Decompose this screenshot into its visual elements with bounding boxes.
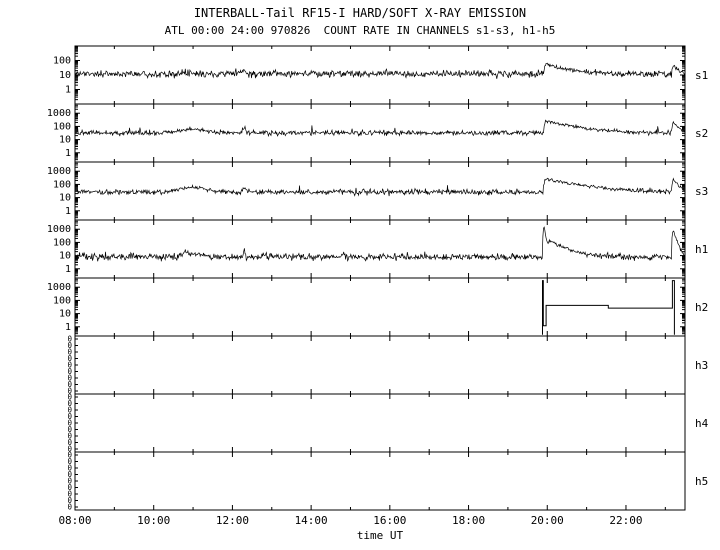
y-tick-label: 100 — [53, 121, 71, 132]
y-tick-label: 100 — [53, 179, 71, 190]
y-zero-label: 0 — [67, 490, 72, 499]
panel-label-h5: h5 — [695, 475, 708, 488]
x-tick-label: 14:00 — [295, 514, 328, 527]
y-zero-label: 0 — [67, 335, 72, 344]
y-tick-label: 10 — [59, 193, 71, 204]
panel-label-s1: s1 — [695, 69, 708, 82]
y-tick-label: 1 — [65, 85, 71, 96]
y-tick-label: 10 — [59, 135, 71, 146]
y-zero-label: 0 — [67, 425, 72, 434]
panel-s2: 1 10 100 1000 s2 — [47, 103, 708, 163]
y-zero-label: 0 — [67, 361, 72, 370]
y-zero-label: 0 — [67, 341, 72, 350]
y-zero-label: 0 — [67, 399, 72, 408]
y-zero-label: 0 — [67, 457, 72, 466]
y-zero-label: 0 — [67, 451, 72, 460]
panel-h2: 1 10 100 1000 h2 — [47, 277, 708, 337]
y-tick-label: 1 — [65, 148, 71, 159]
panel-h1: 1 10 100 1000 h1 — [47, 219, 708, 279]
y-zero-label: 0 — [67, 432, 72, 441]
series-s2 — [74, 119, 686, 138]
panel-frame — [74, 393, 686, 453]
y-zero-label: 0 — [67, 464, 72, 473]
panel-frame — [74, 219, 686, 279]
panel-s1: 1 10 100 s1 — [53, 45, 708, 105]
y-tick-label: 10 — [59, 251, 71, 262]
series-h2 — [542, 280, 675, 335]
y-zero-label: 0 — [67, 470, 72, 479]
y-zero-label: 0 — [67, 412, 72, 421]
y-tick-label: 100 — [53, 237, 71, 248]
chart-subtitle: ATL 00:00 24:00 970826 COUNT RATE IN CHA… — [164, 24, 556, 37]
panel-frame — [74, 103, 686, 163]
x-tick-label: 18:00 — [452, 514, 485, 527]
y-tick-label: 1 — [65, 206, 71, 217]
x-tick-label: 16:00 — [373, 514, 406, 527]
y-zero-label: 0 — [67, 380, 72, 389]
y-tick-label: 1000 — [47, 166, 71, 177]
x-tick-label: 20:00 — [531, 514, 564, 527]
y-zero-label: 0 — [67, 477, 72, 486]
panel-frame — [74, 451, 686, 511]
panel-label-s3: s3 — [695, 185, 708, 198]
y-zero-label: 0 — [67, 387, 72, 396]
x-tick-label: 22:00 — [609, 514, 642, 527]
series-s1 — [74, 62, 686, 79]
y-tick-label: 1000 — [47, 224, 71, 235]
x-axis-title: time UT — [356, 529, 404, 542]
panel-label-h3: h3 — [695, 359, 708, 372]
panel-label-h4: h4 — [695, 417, 709, 430]
y-tick-label: 100 — [53, 295, 71, 306]
y-tick-label: 10 — [59, 70, 71, 81]
y-zero-label: 0 — [67, 348, 72, 357]
y-tick-label: 1 — [65, 264, 71, 275]
y-tick-label: 100 — [53, 56, 71, 67]
chart-title: INTERBALL-Tail RF15-I HARD/SOFT X-RAY EM… — [193, 6, 527, 20]
y-zero-label: 0 — [67, 445, 72, 454]
y-zero-label: 0 — [67, 374, 72, 383]
panel-label-s2: s2 — [695, 127, 708, 140]
y-tick-label: 10 — [59, 309, 71, 320]
y-zero-label: 0 — [67, 354, 72, 363]
x-tick-label: 12:00 — [216, 514, 249, 527]
y-zero-label: 0 — [67, 419, 72, 428]
panel-frame — [74, 277, 686, 337]
y-zero-label: 0 — [67, 406, 72, 415]
y-zero-label: 0 — [67, 503, 72, 512]
y-zero-label: 0 — [67, 438, 72, 447]
x-tick-label: 08:00 — [58, 514, 91, 527]
y-zero-label: 0 — [67, 393, 72, 402]
panel-s3: 1 10 100 1000 s3 — [47, 161, 708, 221]
panel-label-h1: h1 — [695, 243, 708, 256]
y-tick-label: 1000 — [47, 282, 71, 293]
series-h1 — [74, 226, 686, 262]
y-zero-label: 0 — [67, 367, 72, 376]
x-tick-label: 10:00 — [137, 514, 170, 527]
panel-frame — [74, 335, 686, 395]
series-s3 — [74, 177, 686, 197]
y-tick-label: 1000 — [47, 108, 71, 119]
y-zero-label: 0 — [67, 483, 72, 492]
y-zero-label: 0 — [67, 496, 72, 505]
panel-label-h2: h2 — [695, 301, 708, 314]
y-tick-label: 1 — [65, 322, 71, 333]
